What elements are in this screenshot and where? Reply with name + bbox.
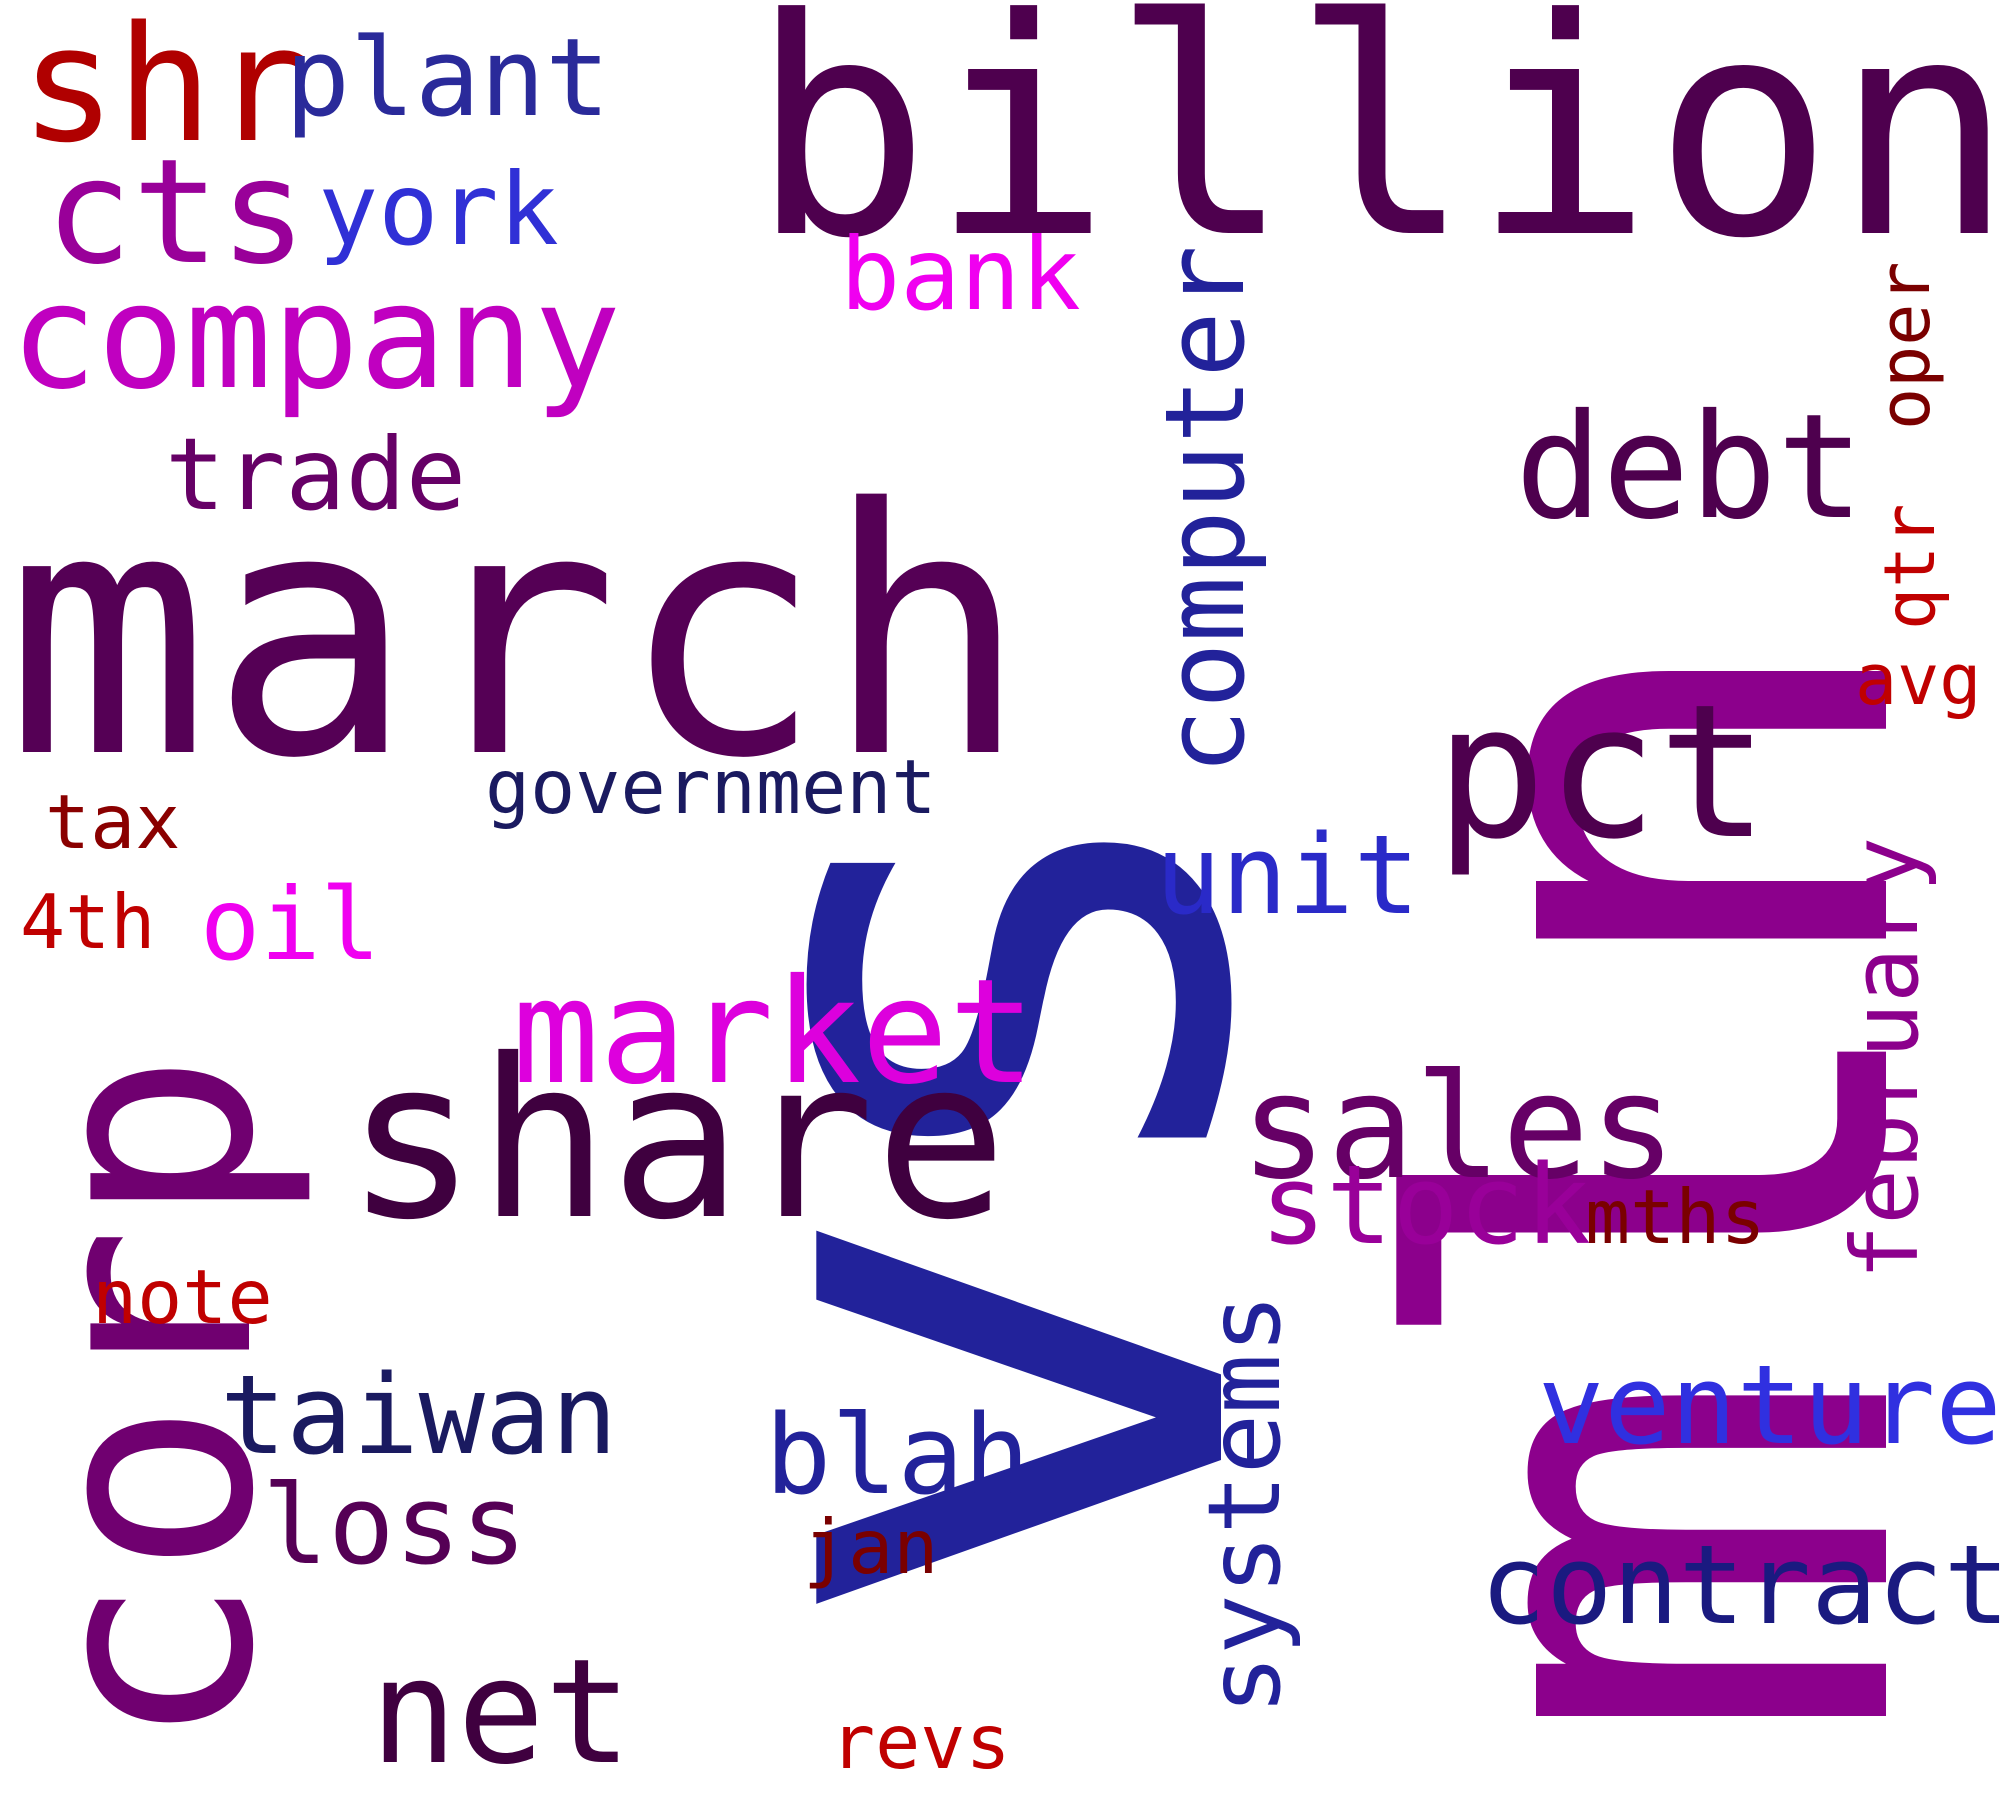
word-systems: systems — [1186, 1293, 1303, 1715]
word-cts: cts — [45, 128, 307, 297]
word-stock: stock — [1260, 1141, 1592, 1269]
word-billion: billion — [750, 0, 2000, 304]
word-plant: plant — [285, 16, 611, 141]
word-company: company — [10, 253, 622, 422]
word-computer: computer — [1141, 245, 1269, 775]
word-avg: avg — [1855, 639, 1982, 721]
word-government: government — [485, 743, 937, 831]
word-pct: pct — [1435, 664, 1770, 880]
word-march: march — [5, 437, 1029, 833]
word-debt: debt — [1515, 383, 1865, 552]
word-mths: mths — [1585, 1173, 1766, 1261]
word-shr: shr — [20, 0, 309, 178]
word-tax: tax — [45, 778, 181, 866]
word-qtr: qtr — [1869, 503, 1951, 630]
word-share: share — [345, 1012, 1008, 1268]
word-york: york — [318, 151, 559, 268]
word-note: note — [92, 1253, 273, 1341]
word-february: february — [1832, 836, 1939, 1280]
word-bank: bank — [840, 216, 1081, 333]
word-net: net — [370, 1628, 632, 1797]
word-taiwan: taiwan — [220, 1351, 618, 1479]
word-jan: jan — [803, 1503, 939, 1591]
word-4th: 4th — [20, 878, 156, 966]
word-sales: sales — [1240, 1043, 1677, 1212]
word-oil: oil — [200, 866, 381, 983]
word-trade: trade — [165, 416, 467, 533]
word-market: market — [512, 948, 1036, 1117]
word-blah: blah — [765, 1391, 1030, 1519]
word-loss: loss — [262, 1461, 527, 1589]
word-venture: venture — [1538, 1341, 2000, 1469]
word-revs: revs — [830, 1698, 1011, 1786]
word-unit: unit — [1155, 811, 1420, 939]
word-contract: contract — [1480, 1521, 2000, 1649]
